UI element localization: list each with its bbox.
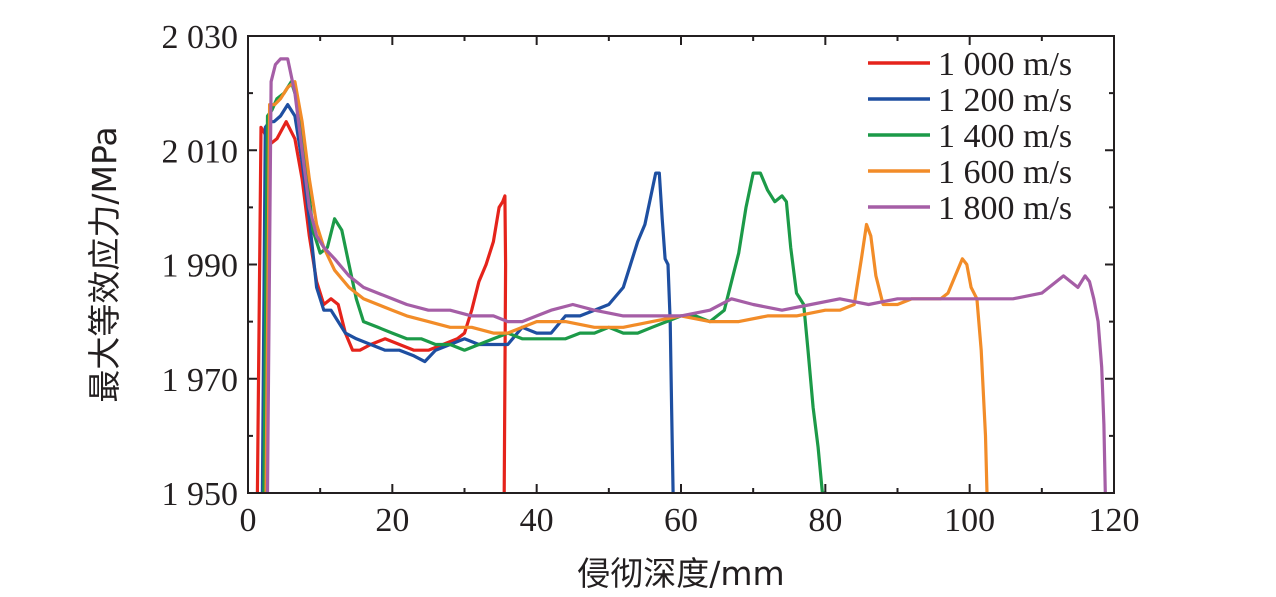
legend-label-1: 1 000 m/s xyxy=(938,46,1072,83)
x-axis-label: 侵彻深度/mm xyxy=(577,554,784,593)
y-axis-label: 最大等效应力/MPa xyxy=(85,126,124,402)
x-tick-label: 60 xyxy=(664,502,698,539)
series-line-5 xyxy=(265,57,1107,493)
y-tick-label: 1 990 xyxy=(162,248,239,285)
x-tick-label: 20 xyxy=(375,502,409,539)
y-tick-label: 1 950 xyxy=(162,476,239,513)
y-tick-label: 2 010 xyxy=(162,133,239,170)
legend: 1 000 m/s1 200 m/s1 400 m/s1 600 m/s1 80… xyxy=(868,46,1072,227)
legend-label-3: 1 400 m/s xyxy=(938,118,1072,155)
x-tick-label: 0 xyxy=(240,502,257,539)
legend-label-5: 1 800 m/s xyxy=(938,190,1072,227)
x-tick-label: 80 xyxy=(808,502,842,539)
y-tick-label: 2 030 xyxy=(162,19,239,56)
series-line-1 xyxy=(255,120,508,493)
series-line-2 xyxy=(260,103,675,493)
legend-label-2: 1 200 m/s xyxy=(938,82,1072,119)
series-line-4 xyxy=(264,80,989,493)
axis-ticks: 0 20 40 60 80 100 120 1 950 1 970 1 990 2 010 2 030 xyxy=(162,19,1140,539)
legend-label-4: 1 600 m/s xyxy=(938,154,1072,191)
x-tick-label: 100 xyxy=(944,502,995,539)
x-tick-label: 120 xyxy=(1089,502,1140,539)
x-tick-label: 40 xyxy=(520,502,554,539)
y-tick-label: 1 970 xyxy=(162,362,239,399)
series-line-3 xyxy=(262,80,827,493)
series-lines xyxy=(255,57,1107,493)
